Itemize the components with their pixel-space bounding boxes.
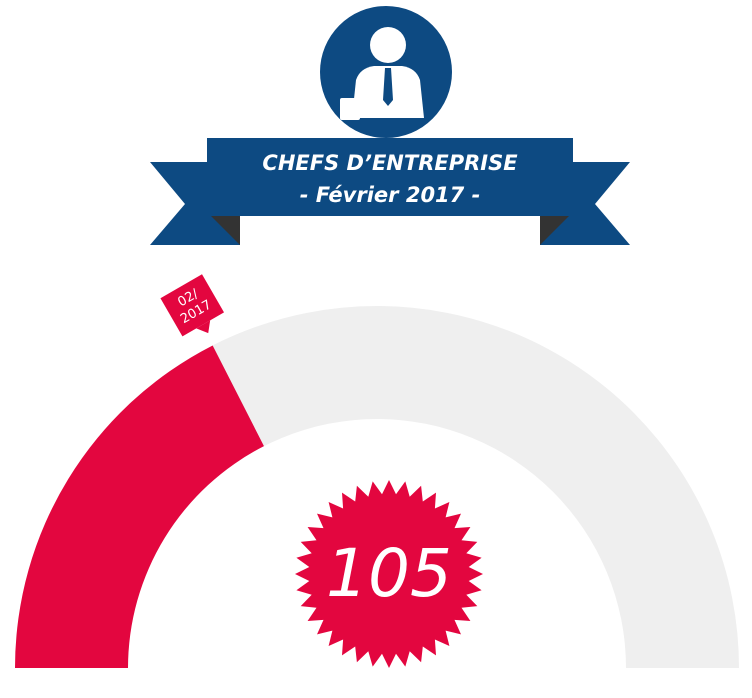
marker-pointer [196, 320, 211, 334]
marker-box [160, 274, 225, 337]
value-badge [295, 480, 483, 668]
icon [320, 6, 452, 138]
gauge: 02/2017 105 [15, 274, 739, 668]
ribbon [150, 138, 630, 245]
marker-tag: 02/2017 [160, 274, 225, 337]
value-label: 105 [326, 535, 452, 612]
gauge-value [15, 345, 264, 668]
title: CHEFS D’ENTREPRISE [262, 151, 518, 175]
subtitle: - Février 2017 - [300, 183, 481, 207]
